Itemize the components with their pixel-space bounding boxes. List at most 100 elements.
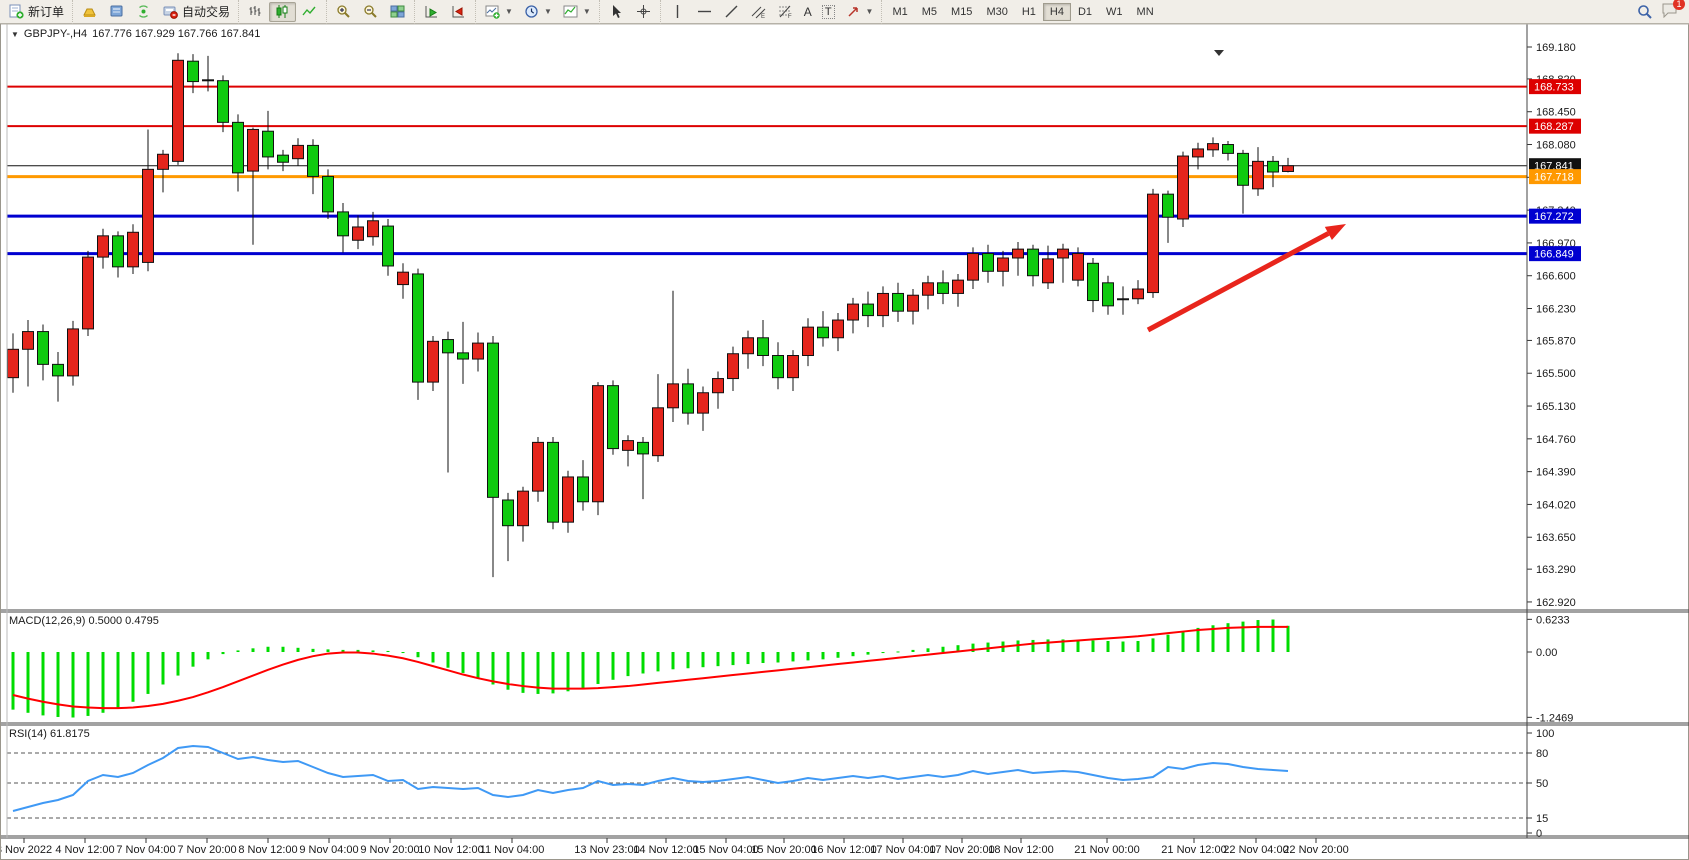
candle-body	[652, 407, 664, 457]
auto-scroll-button[interactable]	[418, 2, 445, 22]
chart-shift-button[interactable]	[445, 2, 472, 22]
search-icon[interactable]	[1636, 3, 1653, 20]
macd-histogram-bar	[821, 652, 825, 660]
candle-body	[922, 282, 934, 296]
market-watch-button[interactable]	[76, 2, 103, 22]
line-chart-button[interactable]	[296, 2, 323, 22]
indicators-add-icon	[484, 3, 501, 20]
candle	[1102, 275, 1114, 315]
candle	[172, 53, 184, 165]
candle	[712, 371, 724, 409]
macd-histogram-bar	[1031, 639, 1035, 652]
tile-windows-button[interactable]	[384, 2, 411, 22]
macd-histogram-bar	[971, 643, 975, 652]
notifications-button[interactable]: 1	[1661, 0, 1685, 21]
vertical-line-icon	[669, 3, 686, 20]
timeframe-h1-button[interactable]: H1	[1021, 5, 1036, 18]
candle-body	[412, 273, 424, 383]
candlestick-chart-button[interactable]	[269, 1, 297, 22]
timeframe-w1-button[interactable]: W1	[1106, 5, 1123, 18]
timeframe-m15-button[interactable]: M15	[951, 5, 973, 18]
candle-body	[1057, 248, 1069, 259]
candle	[607, 380, 619, 455]
periods-button[interactable]: ▼	[518, 2, 557, 22]
timeframe-m5-button[interactable]: M5	[921, 5, 938, 18]
new-order-button[interactable]: 新订单	[3, 2, 69, 22]
candle	[802, 318, 814, 367]
trend-arrow-head[interactable]	[1324, 224, 1346, 241]
macd-histogram-bar	[866, 652, 870, 655]
macd-histogram-bar	[776, 652, 780, 663]
templates-caret-icon: ▼	[582, 7, 591, 16]
zoom-out-button[interactable]	[357, 2, 384, 22]
text-tool-button[interactable]: A	[799, 2, 817, 22]
chart-title-dropdown-icon[interactable]: ▼	[11, 29, 19, 39]
candle-body	[202, 79, 214, 82]
macd-histogram-bar	[761, 652, 765, 664]
zoom-in-button[interactable]	[330, 2, 357, 22]
crosshair-tool-button[interactable]	[630, 2, 657, 22]
timeframe-d1-button[interactable]: D1	[1077, 5, 1093, 18]
candle	[1162, 190, 1174, 243]
cursor-tool-button[interactable]	[603, 2, 630, 22]
trend-arrow-line[interactable]	[1146, 231, 1330, 333]
indicators-button[interactable]: ▼	[479, 2, 518, 22]
timeframe-h4-button[interactable]: H4	[1042, 2, 1071, 21]
macd-histogram-bar	[731, 652, 735, 666]
templates-icon	[562, 3, 579, 20]
candle	[817, 311, 829, 347]
macd-histogram-bar	[641, 652, 645, 674]
price-badge-bg	[1529, 79, 1581, 95]
text-label-tool-icon: T	[821, 4, 835, 19]
candle-body	[832, 319, 844, 339]
candle	[622, 435, 634, 467]
candle-body	[1072, 253, 1084, 281]
hline-tool-button[interactable]	[691, 2, 718, 22]
timeframe-m30-button[interactable]: M30	[986, 5, 1008, 18]
chart-shift-marker[interactable]	[1214, 50, 1224, 56]
macd-histogram-bar	[56, 652, 60, 717]
macd-histogram-bar	[281, 646, 285, 652]
signals-button[interactable]	[130, 2, 157, 22]
chart-window: ▼ GBPJPY-,H4 167.776 167.929 167.766 167…	[0, 24, 1689, 860]
candle	[757, 320, 769, 367]
chart-title: ▼ GBPJPY-,H4 167.776 167.929 167.766 167…	[11, 28, 260, 40]
candle	[1057, 243, 1069, 283]
time-tick-label: 15 Nov 04:00	[693, 844, 758, 856]
candle-body	[1042, 258, 1054, 284]
new-order-icon	[8, 3, 25, 20]
candle	[847, 297, 859, 334]
fibonacci-tool-button[interactable]: F	[772, 2, 799, 22]
autotrading-label: 自动交易	[182, 5, 231, 19]
arrows-tool-button[interactable]: ▼	[840, 2, 879, 22]
chart-ohlc-values: 167.776 167.929 167.766 167.841	[92, 28, 261, 40]
channel-tool-button[interactable]: E	[745, 2, 772, 22]
candle	[832, 312, 844, 352]
candle-body	[682, 383, 694, 414]
trendline-tool-button[interactable]	[718, 2, 745, 22]
autotrading-button[interactable]: 自动交易	[157, 2, 235, 22]
text-label-tool-button[interactable]: T	[817, 2, 840, 22]
templates-button[interactable]: ▼	[557, 2, 596, 22]
macd-histogram-bar	[41, 652, 45, 716]
svg-text:E: E	[761, 14, 765, 19]
navigator-button[interactable]	[103, 2, 130, 22]
timeframe-m1-button[interactable]: M1	[892, 5, 908, 18]
chart-plot[interactable]: 169.180168.820168.450168.080167.710167.3…	[1, 24, 1689, 860]
candle-body	[907, 294, 919, 312]
macd-histogram-bar	[536, 652, 540, 694]
macd-histogram-bar	[911, 649, 915, 652]
candle-body	[187, 60, 199, 83]
candle-body	[52, 363, 64, 377]
candle-body	[1192, 148, 1204, 158]
candle-body	[397, 271, 409, 286]
price-tick-label: 164.760	[1536, 434, 1576, 446]
macd-histogram-bar	[626, 652, 630, 677]
bar-chart-button[interactable]	[242, 2, 269, 22]
macd-histogram-bar	[1181, 631, 1185, 652]
vline-tool-button[interactable]	[664, 2, 691, 22]
timeframe-mn-button[interactable]: MN	[1136, 5, 1154, 18]
macd-histogram-bar	[1121, 641, 1125, 652]
macd-histogram-bar	[1016, 640, 1020, 652]
candle-body	[97, 235, 109, 258]
